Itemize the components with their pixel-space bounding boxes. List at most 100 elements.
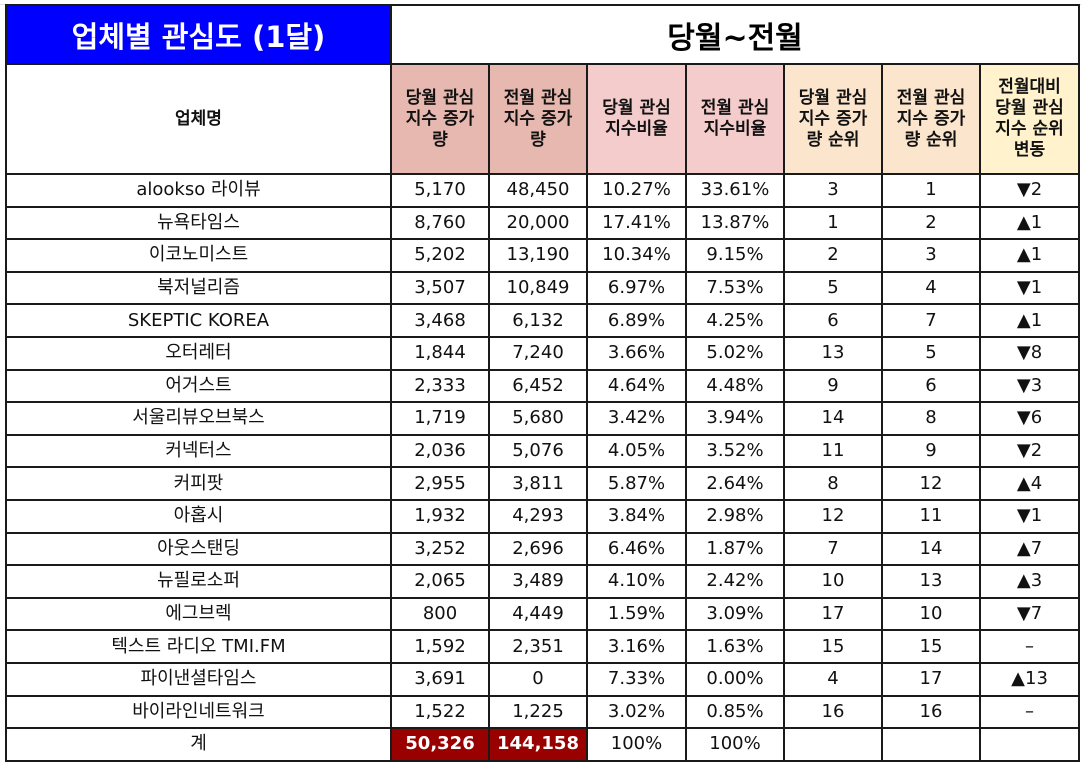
prev-ratio: 1.63% [685,629,785,664]
cur-ratio: 4.05% [586,433,687,469]
prev-increase: 3,811 [488,466,588,501]
prev-increase: 7,240 [488,335,588,371]
cur-increase: 3,691 [390,661,490,697]
period-label: 당월~전월 [389,4,1081,65]
company-name: 이코노미스트 [5,238,392,273]
cur-ratio: 4.10% [586,564,687,599]
rank-change: ▼6 [978,401,1081,436]
rank-change: ▲7 [978,531,1081,567]
cur-increase: 3,252 [390,531,490,567]
company-name: 뉴욕타임스 [5,205,392,241]
cur-increase: 1,932 [390,498,490,534]
cur-ratio: 6.97% [586,270,687,306]
cur-rank: 2 [783,238,883,273]
rank-change: ▲13 [978,661,1081,697]
table-row: 텍스트 라디오 TMI.FM 1,592 2,351 3.16% 1.63% 15 15– [5,629,1081,664]
prev-increase: 4,449 [488,596,588,632]
rank-change: ▲1 [978,238,1081,273]
table-row: 뉴필로소퍼 2,065 3,489 4.10% 2.42% 10 13 ▲3 [5,564,1081,599]
cur-rank: 4 [783,661,883,697]
prev-increase: 48,450 [488,173,588,208]
prev-rank: 1 [881,173,981,208]
cur-ratio: 3.42% [586,401,687,436]
col-header-rank-change: 전월대비 당월 관심 지수 순위 변동 [978,63,1081,175]
cur-ratio: 5.87% [586,466,687,501]
prev-increase: 5,076 [488,433,588,469]
col-header-cur-rank: 당월 관심 지수 증가 량 순위 [783,63,883,175]
cur-increase: 3,507 [390,270,490,306]
cur-increase: 1,844 [390,335,490,371]
prev-rank: 10 [881,596,981,632]
rank-change: ▼3 [978,368,1081,404]
total-prev-ratio: 100% [685,727,785,762]
cur-increase: 1,719 [390,401,490,436]
rank-change: ▲4 [978,466,1081,501]
cur-increase: 1,522 [390,694,490,730]
company-name: 오터레터 [5,335,392,371]
prev-rank: 17 [881,661,981,697]
cur-increase: 8,760 [390,205,490,241]
prev-ratio: 3.94% [685,401,785,436]
total-rank-change [978,727,1081,762]
company-name: 커피팟 [5,466,392,501]
cur-ratio: 10.34% [586,238,687,273]
prev-ratio: 0.00% [685,661,785,697]
prev-ratio: 2.42% [685,564,785,599]
cur-rank: 8 [783,466,883,501]
table-row: 뉴욕타임스 8,760 20,000 17.41% 13.87% 1 2 ▲1 [5,205,1081,241]
table-row: 커넥터스 2,036 5,076 4.05% 3.52% 11 9 ▼2 [5,433,1081,469]
col-header-prev-ratio: 전월 관심 지수비율 [685,63,785,175]
prev-rank: 14 [881,531,981,567]
table-row: 아홉시 1,932 4,293 3.84% 2.98% 12 11 ▼1 [5,498,1081,534]
table-row: 북저널리즘 3,507 10,849 6.97% 7.53% 5 4 ▼1 [5,270,1081,306]
table-row: 오터레터 1,844 7,240 3.66% 5.02% 13 5 ▼8 [5,335,1081,371]
prev-ratio: 33.61% [685,173,785,208]
cur-ratio: 6.46% [586,531,687,567]
interest-report-table: 업체별 관심도 (1달) 당월~전월 업체명 당월 관심 지수 증가 량 전월 관심… [5,4,1081,762]
cur-rank: 11 [783,433,883,469]
rank-change: ▼1 [978,270,1081,306]
total-row: 계 50,326 144,158 100% 100% [5,727,1081,762]
total-cur-rank [783,727,883,762]
title-row: 업체별 관심도 (1달) 당월~전월 [5,4,1081,65]
cur-increase: 1,592 [390,629,490,664]
prev-ratio: 2.98% [685,498,785,534]
total-cur-ratio: 100% [586,727,687,762]
table-row: 아웃스탠딩 3,252 2,696 6.46% 1.87% 7 14 ▲7 [5,531,1081,567]
company-name: 텍스트 라디오 TMI.FM [5,629,392,664]
prev-rank: 8 [881,401,981,436]
total-cur-increase: 50,326 [390,727,490,762]
column-header-row: 업체명 당월 관심 지수 증가 량 전월 관심 지수 증가 량 당월 관심 지수비율 전월… [5,63,1081,175]
cur-ratio: 3.02% [586,694,687,730]
prev-rank: 2 [881,205,981,241]
rank-change: ▼2 [978,173,1081,208]
prev-ratio: 3.52% [685,433,785,469]
table-body: alookso 라이뷰 5,170 48,450 10.27% 33.61% 3 1 ▼2 뉴욕… [5,173,1081,730]
cur-rank: 14 [783,401,883,436]
prev-ratio: 1.87% [685,531,785,567]
table-row: SKEPTIC KOREA 3,468 6,132 6.89% 4.25% 6 7 ▲1 [5,303,1081,338]
table-row: alookso 라이뷰 5,170 48,450 10.27% 33.61% 3 1 ▼2 [5,173,1081,208]
company-name: 파이낸셜타임스 [5,661,392,697]
cur-rank: 16 [783,694,883,730]
prev-ratio: 4.25% [685,303,785,338]
rank-change: – [978,694,1081,730]
rank-change: ▲1 [978,205,1081,241]
prev-increase: 2,696 [488,531,588,567]
prev-rank: 4 [881,270,981,306]
cur-ratio: 3.84% [586,498,687,534]
cur-rank: 9 [783,368,883,404]
table-row: 이코노미스트 5,202 13,190 10.34% 9.15% 2 3 ▲1 [5,238,1081,273]
cur-increase: 5,170 [390,173,490,208]
company-name: 어거스트 [5,368,392,404]
table-row: 파이낸셜타임스 3,691 0 7.33% 0.00% 4 17 ▲13 [5,661,1081,697]
prev-increase: 3,489 [488,564,588,599]
table-row: 서울리뷰오브북스 1,719 5,680 3.42% 3.94% 14 8 ▼6 [5,401,1081,436]
cur-increase: 2,065 [390,564,490,599]
cur-ratio: 4.64% [586,368,687,404]
company-name: 커넥터스 [5,433,392,469]
prev-increase: 6,132 [488,303,588,338]
col-header-prev-increase: 전월 관심 지수 증가 량 [488,63,588,175]
rank-change: – [978,629,1081,664]
col-header-cur-increase: 당월 관심 지수 증가 량 [390,63,490,175]
